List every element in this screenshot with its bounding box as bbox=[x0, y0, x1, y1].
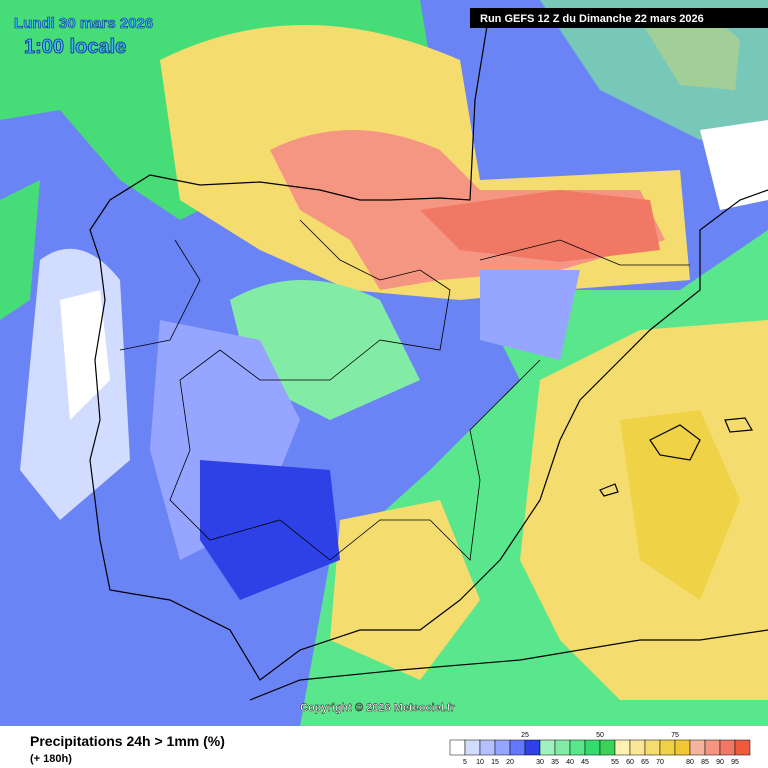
legend-bottom-label: 60 bbox=[626, 759, 634, 766]
legend-swatch bbox=[644, 739, 661, 756]
legend-bottom-label: 65 bbox=[641, 759, 649, 766]
legend-bottom-label: 55 bbox=[611, 759, 619, 766]
legend-bottom-label: 95 bbox=[731, 759, 739, 766]
legend-bottom-label: 15 bbox=[491, 759, 499, 766]
legend-bottom-label: 45 bbox=[581, 759, 589, 766]
legend-top-label: 50 bbox=[596, 732, 604, 739]
legend-swatch bbox=[629, 739, 646, 756]
footer-lead: (+ 180h) bbox=[30, 753, 72, 765]
legend-swatch bbox=[584, 739, 601, 756]
legend-swatch bbox=[464, 739, 481, 756]
legend-swatch bbox=[554, 739, 571, 756]
legend-top-label: 25 bbox=[521, 732, 529, 739]
legend-bottom-label: 85 bbox=[701, 759, 709, 766]
legend: 25 50 75 5 10 15 20 30 35 40 45 55 60 65 70 80 85 90 95 bbox=[449, 732, 751, 766]
date-label: Lundi 30 mars 2026 bbox=[14, 15, 153, 32]
legend-swatch bbox=[449, 739, 466, 756]
legend-swatch bbox=[704, 739, 721, 756]
legend-bottom-label: 90 bbox=[716, 759, 724, 766]
legend-swatch bbox=[659, 739, 676, 756]
legend-swatch bbox=[674, 739, 691, 756]
run-label: Run GEFS 12 Z du Dimanche 22 mars 2026 bbox=[480, 13, 704, 25]
legend-swatch bbox=[539, 739, 556, 756]
legend-swatch bbox=[614, 739, 631, 756]
legend-bottom-label: 40 bbox=[566, 759, 574, 766]
legend-bottom-label: 20 bbox=[506, 759, 514, 766]
copyright: Copyright © 2026 Meteociel.fr bbox=[300, 702, 456, 714]
legend-bottom-label: 10 bbox=[476, 759, 484, 766]
legend-swatch bbox=[479, 739, 496, 756]
footer-title: Precipitations 24h > 1mm (%) bbox=[30, 733, 225, 749]
run-box bbox=[470, 8, 768, 28]
legend-bottom-label: 35 bbox=[551, 759, 559, 766]
legend-swatch bbox=[569, 739, 586, 756]
legend-swatch bbox=[719, 739, 736, 756]
legend-swatch bbox=[509, 739, 526, 756]
legend-swatch bbox=[524, 739, 541, 756]
legend-top-label: 75 bbox=[671, 732, 679, 739]
legend-swatch bbox=[734, 739, 751, 756]
legend-bottom-label: 30 bbox=[536, 759, 544, 766]
legend-bottom-label: 70 bbox=[656, 759, 664, 766]
map bbox=[0, 0, 768, 726]
legend-swatch bbox=[599, 739, 616, 756]
legend-bottom-label: 80 bbox=[686, 759, 694, 766]
legend-bottom-label: 5 bbox=[463, 759, 467, 766]
legend-swatch bbox=[494, 739, 511, 756]
legend-swatch bbox=[689, 739, 706, 756]
coastlines bbox=[89, 19, 768, 701]
time-label: 1:00 locale bbox=[24, 36, 126, 58]
